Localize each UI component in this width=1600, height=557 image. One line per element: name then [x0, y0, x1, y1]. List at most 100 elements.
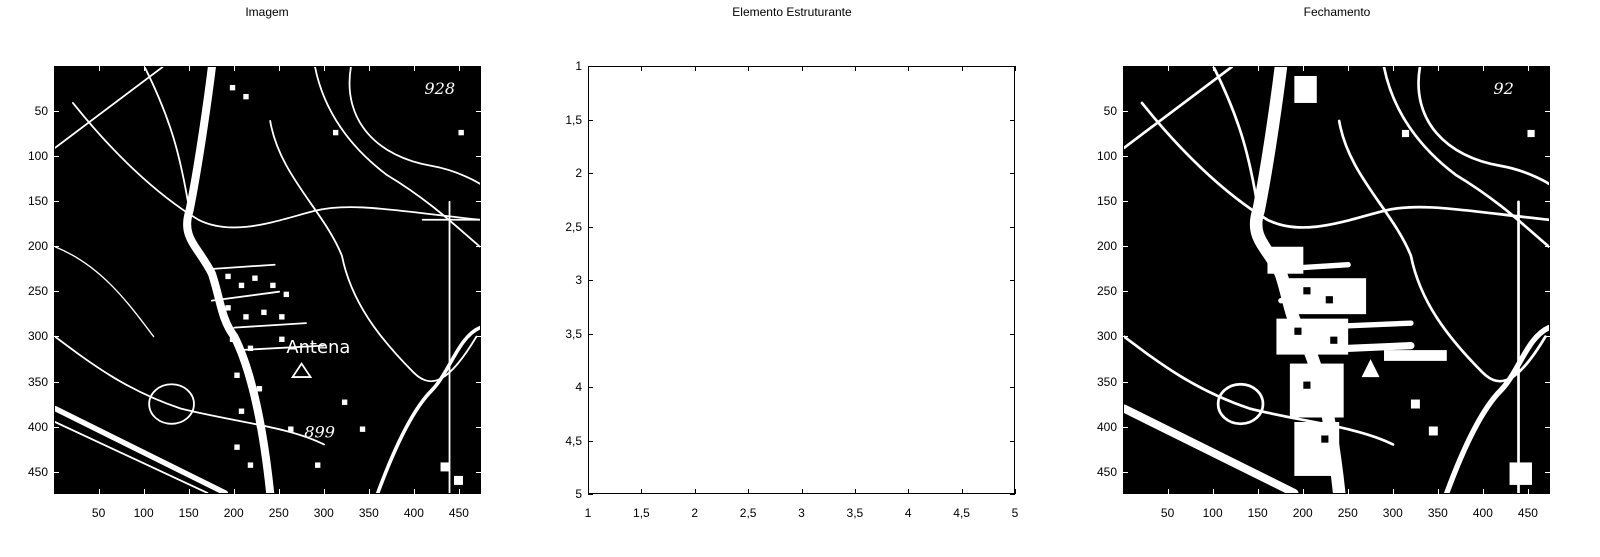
x-tick-label: 150: [1247, 506, 1268, 520]
x-tick-mark: [641, 489, 643, 494]
x-tick-mark: [1015, 66, 1016, 71]
x-tick-mark: [1482, 489, 1484, 494]
x-tick-mark: [1392, 489, 1394, 494]
map-label-elevation-bottom: 899: [304, 422, 335, 441]
x-tick-label: 100: [1202, 506, 1223, 520]
x-tick-label: 300: [313, 506, 334, 520]
y-tick-mark: [54, 336, 59, 338]
y-tick-mark: [1010, 226, 1015, 228]
y-tick-mark: [476, 381, 481, 383]
y-tick-mark: [1010, 119, 1015, 121]
x-tick-mark: [458, 489, 460, 494]
y-tick-mark: [588, 333, 593, 335]
x-tick-mark: [233, 66, 235, 71]
y-tick-mark: [588, 119, 593, 121]
y-tick-mark: [588, 226, 593, 228]
y-tick-mark: [1123, 381, 1128, 383]
y-tick-mark: [588, 280, 593, 281]
x-tick-mark: [801, 66, 803, 71]
y-tick-mark: [476, 426, 481, 428]
x-tick-mark: [1437, 489, 1439, 494]
y-tick-mark: [1123, 110, 1128, 112]
original-binary-map: Antena 928 899: [55, 67, 480, 493]
y-tick-label: 50: [34, 103, 48, 118]
y-tick-mark: [1123, 471, 1128, 473]
x-tick-mark: [748, 66, 750, 71]
map-label-antena: Antena: [286, 337, 350, 358]
y-tick-mark: [1010, 494, 1015, 495]
y-tick-label: 450: [27, 464, 48, 479]
x-tick-label: 400: [403, 506, 424, 520]
y-tick-mark: [54, 426, 59, 428]
x-tick-label: 1,5: [633, 506, 650, 520]
y-tick-mark: [54, 471, 59, 473]
y-tick-mark: [54, 110, 59, 112]
x-tick-mark: [323, 66, 325, 71]
y-tick-label: 100: [27, 148, 48, 163]
y-tick-mark: [1123, 336, 1128, 338]
x-tick-mark: [1527, 66, 1529, 71]
panel-title-elemento: Elemento Estruturante: [732, 5, 852, 19]
y-tick-label: 2,5: [565, 219, 582, 234]
x-tick-mark: [1347, 489, 1349, 494]
x-tick-label: 350: [1427, 506, 1448, 520]
y-tick-mark: [1123, 155, 1128, 157]
x-tick-mark: [854, 66, 856, 71]
y-tick-label: 3,5: [565, 326, 582, 341]
y-tick-mark: [476, 471, 481, 473]
x-tick-mark: [143, 489, 145, 494]
x-tick-label: 200: [223, 506, 244, 520]
y-tick-label: 4,5: [565, 433, 582, 448]
x-tick-mark: [143, 66, 145, 71]
y-tick-mark: [1010, 440, 1015, 442]
y-tick-label: 400: [1096, 419, 1117, 434]
y-tick-label: 350: [1096, 374, 1117, 389]
map-label-elevation-top-closed: 92: [1493, 79, 1514, 98]
x-tick-mark: [588, 66, 589, 71]
y-tick-mark: [54, 155, 59, 157]
x-tick-mark: [588, 489, 589, 494]
x-tick-mark: [1437, 66, 1439, 71]
x-tick-mark: [1212, 489, 1214, 494]
x-tick-mark: [188, 489, 190, 494]
x-tick-mark: [188, 66, 190, 71]
y-tick-mark: [476, 246, 481, 248]
y-tick-label: 150: [27, 193, 48, 208]
x-tick-mark: [1015, 489, 1016, 494]
x-tick-label: 350: [358, 506, 379, 520]
y-tick-mark: [1010, 280, 1015, 281]
y-tick-mark: [476, 110, 481, 112]
y-tick-mark: [1010, 66, 1015, 67]
y-tick-mark: [1123, 426, 1128, 428]
y-tick-label: 150: [1096, 193, 1117, 208]
y-tick-mark: [1123, 291, 1128, 293]
x-tick-label: 3,5: [846, 506, 864, 520]
x-tick-label: 2: [691, 506, 699, 520]
y-tick-label: 450: [1096, 464, 1117, 479]
x-tick-mark: [1392, 66, 1394, 71]
x-tick-mark: [1167, 66, 1169, 71]
x-tick-mark: [694, 66, 696, 71]
y-tick-label: 50: [1103, 103, 1117, 118]
x-tick-mark: [854, 489, 856, 494]
x-tick-label: 4,5: [953, 506, 970, 520]
map-label-elevation-top: 928: [424, 79, 455, 98]
closed-binary-map: 92: [1124, 67, 1549, 493]
x-tick-label: 3: [798, 506, 805, 520]
x-tick-mark: [458, 66, 460, 71]
x-tick-label: 50: [1160, 506, 1175, 520]
y-tick-mark: [588, 440, 593, 442]
y-tick-mark: [1545, 246, 1550, 248]
x-tick-label: 100: [133, 506, 154, 520]
y-tick-mark: [588, 494, 593, 495]
x-tick-mark: [323, 489, 325, 494]
x-tick-label: 5: [1011, 506, 1019, 520]
x-tick-mark: [368, 66, 370, 71]
y-tick-mark: [476, 200, 481, 202]
image-axes-closing: 92: [1123, 66, 1550, 494]
y-tick-mark: [1545, 426, 1550, 428]
y-tick-label: 350: [27, 374, 48, 389]
x-tick-label: 250: [268, 506, 289, 520]
y-tick-mark: [1545, 110, 1550, 112]
x-tick-mark: [641, 66, 643, 71]
